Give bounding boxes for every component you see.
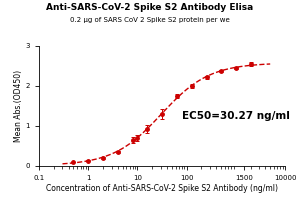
X-axis label: Concentration of Anti-SARS-CoV-2 Spike S2 Antibody (ng/ml): Concentration of Anti-SARS-CoV-2 Spike S… (46, 184, 278, 193)
Y-axis label: Mean Abs.(OD450): Mean Abs.(OD450) (14, 70, 23, 142)
Text: Anti-SARS-CoV-2 Spike S2 Antibody Elisa: Anti-SARS-CoV-2 Spike S2 Antibody Elisa (46, 3, 253, 12)
Text: 0.2 μg of SARS CoV 2 Spike S2 protein per we: 0.2 μg of SARS CoV 2 Spike S2 protein pe… (70, 17, 230, 23)
Text: EC50=30.27 ng/ml: EC50=30.27 ng/ml (182, 111, 290, 121)
